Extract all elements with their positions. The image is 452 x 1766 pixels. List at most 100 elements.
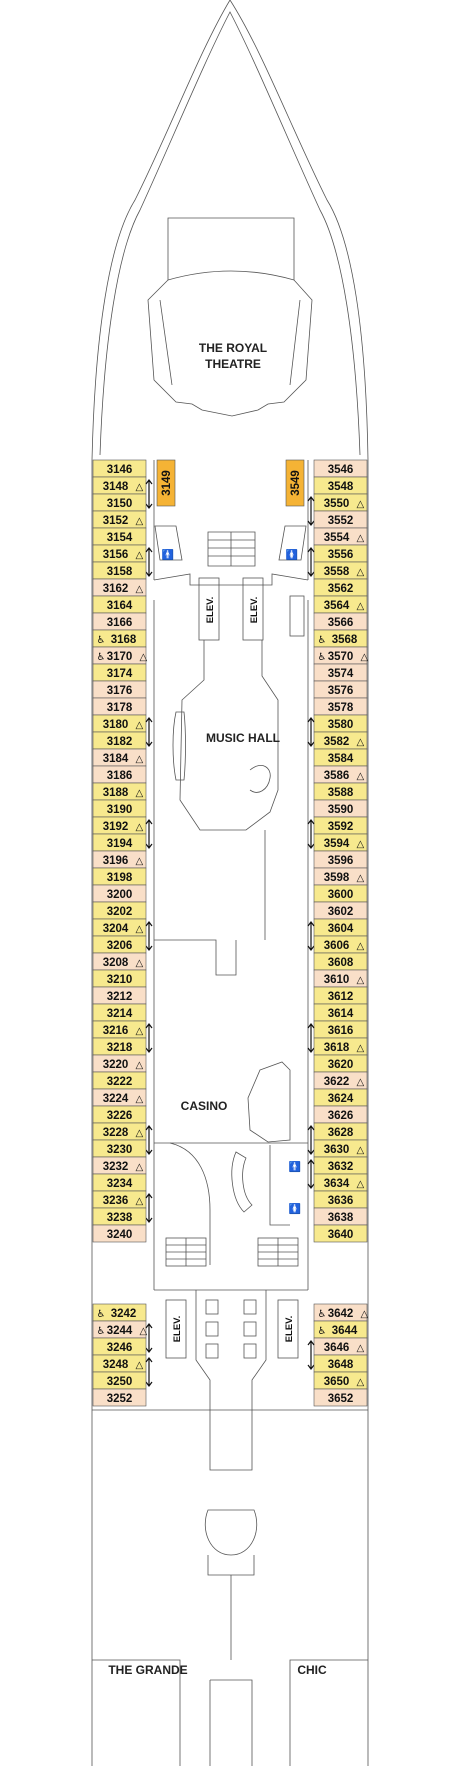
cabin-3630[interactable]: 3630 △ <box>313 1139 368 1158</box>
cabin-3164[interactable]: 3164 <box>92 595 147 614</box>
cabin-3600[interactable]: 3600 <box>313 884 368 903</box>
cabin-3562[interactable]: 3562 <box>313 578 368 597</box>
cabin-3648[interactable]: 3648 <box>313 1354 368 1373</box>
cabin-3202[interactable]: 3202 <box>92 901 147 920</box>
cabin-3166[interactable]: 3166 <box>92 612 147 631</box>
cabin-3178[interactable]: 3178 <box>92 697 147 716</box>
cabin-3640[interactable]: 3640 <box>313 1224 368 1243</box>
cabin-3198[interactable]: 3198 <box>92 867 147 886</box>
cabin-3606[interactable]: 3606 △ <box>313 935 368 954</box>
cabin-3652[interactable]: 3652 <box>313 1388 368 1407</box>
cabin-3149[interactable]: 3149 <box>156 459 176 507</box>
cabin-3152[interactable]: 3152 △ <box>92 510 147 529</box>
cabin-3642[interactable]: ♿ 3642 △ <box>313 1303 369 1322</box>
cabin-3584[interactable]: 3584 <box>313 748 368 767</box>
cabin-3176[interactable]: 3176 <box>92 680 147 699</box>
cabin-3200[interactable]: 3200 <box>92 884 147 903</box>
cabin-3234[interactable]: 3234 <box>92 1173 147 1192</box>
cabin-3626[interactable]: 3626 <box>313 1105 368 1124</box>
cabin-3224[interactable]: 3224 △ <box>92 1088 147 1107</box>
cabin-3208[interactable]: 3208 △ <box>92 952 147 971</box>
cabin-3570[interactable]: ♿ 3570 △ <box>313 646 369 665</box>
cabin-3252[interactable]: 3252 <box>92 1388 147 1407</box>
cabin-3226[interactable]: 3226 <box>92 1105 147 1124</box>
cabin-3194[interactable]: 3194 <box>92 833 147 852</box>
cabin-3646[interactable]: 3646 △ <box>307 1337 368 1370</box>
cabin-3650[interactable]: 3650 △ <box>313 1371 368 1390</box>
cabin-3628[interactable]: 3628 <box>307 1122 368 1155</box>
cabin-3162[interactable]: 3162 △ <box>92 578 147 597</box>
cabin-3552[interactable]: 3552 <box>313 510 368 529</box>
cabin-3548[interactable]: 3548 <box>313 476 368 495</box>
cabin-3644[interactable]: ♿ 3644 <box>313 1320 368 1339</box>
cabin-3180[interactable]: 3180 △ <box>92 714 153 747</box>
cabin-3566[interactable]: 3566 <box>313 612 368 631</box>
cabin-3620[interactable]: 3620 <box>313 1054 368 1073</box>
cabin-3232[interactable]: 3232 △ <box>92 1156 147 1175</box>
cabin-3156[interactable]: 3156 △ <box>92 544 153 577</box>
cabin-3146[interactable]: 3146 <box>92 459 147 478</box>
cabin-3546[interactable]: 3546 <box>313 459 368 478</box>
cabin-3154[interactable]: 3154 <box>92 527 147 546</box>
cabin-3602[interactable]: 3602 <box>313 901 368 920</box>
cabin-3168[interactable]: ♿ 3168 <box>92 629 147 648</box>
cabin-3568[interactable]: ♿ 3568 <box>313 629 368 648</box>
cabin-3622[interactable]: 3622 △ <box>313 1071 368 1090</box>
cabin-3220[interactable]: 3220 △ <box>92 1054 147 1073</box>
cabin-3158[interactable]: 3158 <box>92 561 147 580</box>
cabin-3182[interactable]: 3182 <box>92 731 147 750</box>
cabin-3574[interactable]: 3574 <box>313 663 368 682</box>
cabin-3549[interactable]: 3549 <box>285 459 305 507</box>
cabin-3636[interactable]: 3636 <box>313 1190 368 1209</box>
cabin-3242[interactable]: ♿ 3242 <box>92 1303 147 1322</box>
cabin-3218[interactable]: 3218 <box>92 1037 147 1056</box>
cabin-3604[interactable]: 3604 <box>307 918 368 951</box>
cabin-3588[interactable]: 3588 <box>313 782 368 801</box>
cabin-3610[interactable]: 3610 △ <box>313 969 368 988</box>
cabin-3238[interactable]: 3238 <box>92 1207 147 1226</box>
cabin-3170[interactable]: ♿ 3170 △ <box>92 646 148 665</box>
cabin-3586[interactable]: 3586 △ <box>313 765 368 784</box>
cabin-3614[interactable]: 3614 <box>313 1003 368 1022</box>
cabin-3216[interactable]: 3216 △ <box>92 1020 153 1053</box>
cabin-3590[interactable]: 3590 <box>313 799 368 818</box>
cabin-3624[interactable]: 3624 <box>313 1088 368 1107</box>
cabin-3174[interactable]: 3174 <box>92 663 147 682</box>
cabin-3196[interactable]: 3196 △ <box>92 850 147 869</box>
cabin-3638[interactable]: 3638 <box>313 1207 368 1226</box>
cabin-3186[interactable]: 3186 <box>92 765 147 784</box>
cabin-3598[interactable]: 3598 △ <box>313 867 368 886</box>
cabin-3228[interactable]: 3228 △ <box>92 1122 153 1155</box>
cabin-3550[interactable]: 3550 △ <box>307 493 368 526</box>
cabin-3578[interactable]: 3578 <box>313 697 368 716</box>
cabin-3582[interactable]: 3582 △ <box>313 731 368 750</box>
cabin-3594[interactable]: 3594 △ <box>313 833 368 852</box>
cabin-3576[interactable]: 3576 <box>313 680 368 699</box>
cabin-3558[interactable]: 3558 △ <box>313 561 368 580</box>
cabin-3608[interactable]: 3608 <box>313 952 368 971</box>
cabin-3634[interactable]: 3634 △ <box>313 1173 368 1192</box>
cabin-3580[interactable]: 3580 <box>307 714 368 747</box>
cabin-3564[interactable]: 3564 △ <box>313 595 368 614</box>
cabin-3612[interactable]: 3612 <box>313 986 368 1005</box>
cabin-3248[interactable]: 3248 △ <box>92 1354 153 1387</box>
cabin-3150[interactable]: 3150 <box>92 493 147 512</box>
cabin-3192[interactable]: 3192 △ <box>92 816 153 849</box>
cabin-3632[interactable]: 3632 <box>307 1156 368 1189</box>
cabin-3596[interactable]: 3596 <box>313 850 368 869</box>
cabin-3210[interactable]: 3210 <box>92 969 147 988</box>
cabin-3618[interactable]: 3618 △ <box>313 1037 368 1056</box>
cabin-3184[interactable]: 3184 △ <box>92 748 147 767</box>
cabin-3230[interactable]: 3230 <box>92 1139 147 1158</box>
cabin-3206[interactable]: 3206 <box>92 935 147 954</box>
cabin-3244[interactable]: ♿ 3244 △ <box>92 1320 153 1353</box>
cabin-3616[interactable]: 3616 <box>307 1020 368 1053</box>
cabin-3214[interactable]: 3214 <box>92 1003 147 1022</box>
cabin-3190[interactable]: 3190 <box>92 799 147 818</box>
cabin-3592[interactable]: 3592 <box>307 816 368 849</box>
cabin-3188[interactable]: 3188 △ <box>92 782 147 801</box>
cabin-3204[interactable]: 3204 △ <box>92 918 153 951</box>
cabin-3556[interactable]: 3556 <box>307 544 368 577</box>
cabin-3250[interactable]: 3250 <box>92 1371 147 1390</box>
cabin-3240[interactable]: 3240 <box>92 1224 147 1243</box>
